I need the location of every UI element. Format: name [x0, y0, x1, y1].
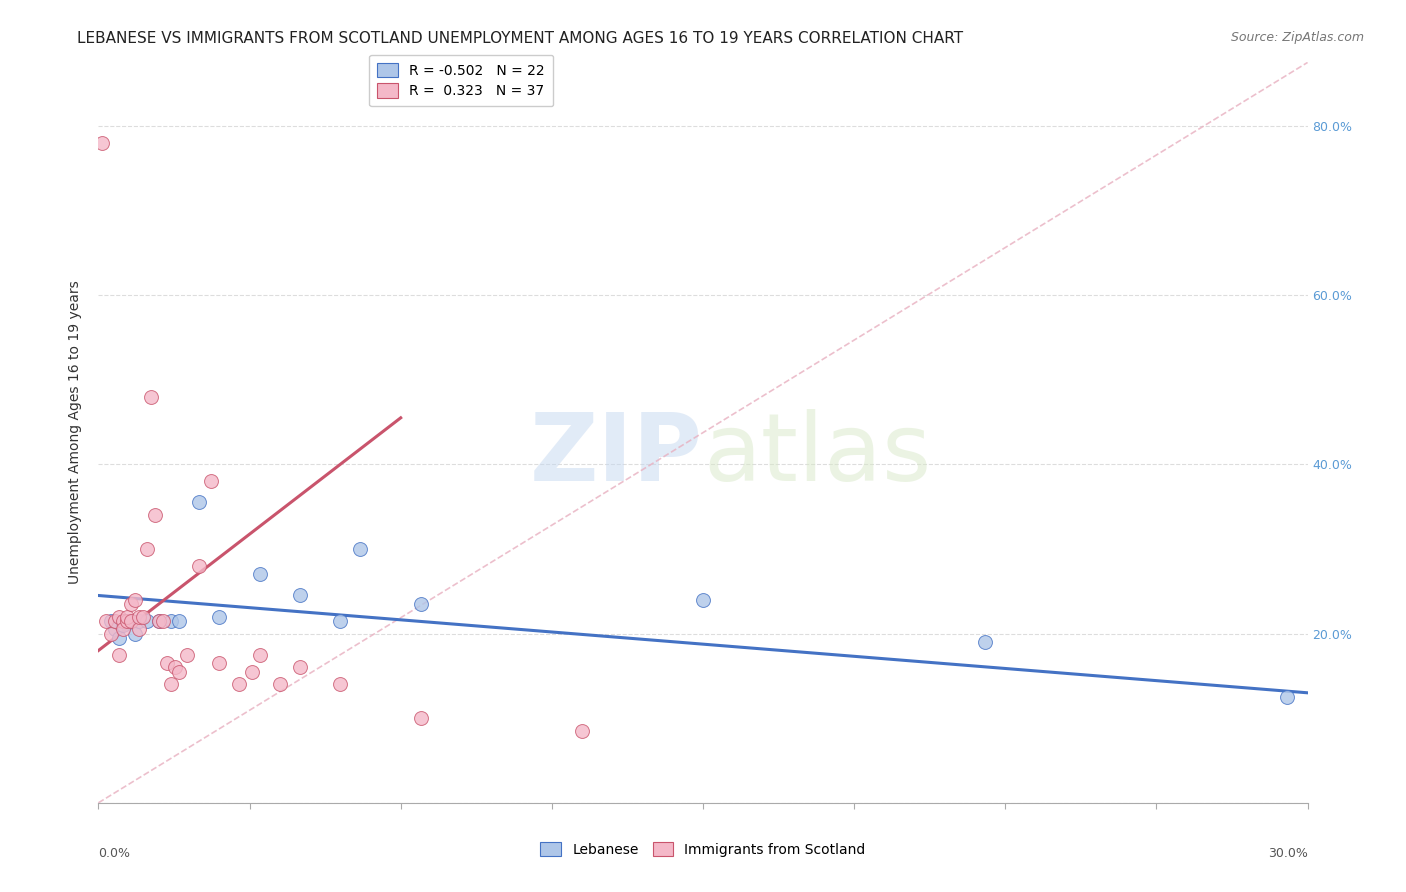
- Point: [115, 609, 138, 624]
- Point: [115, 614, 138, 628]
- Point: [120, 597, 142, 611]
- Point: [288, 589, 311, 603]
- Point: [111, 623, 134, 637]
- Point: [124, 592, 146, 607]
- Point: [249, 648, 271, 662]
- Point: [163, 660, 186, 674]
- Point: [152, 614, 174, 628]
- Text: Source: ZipAtlas.com: Source: ZipAtlas.com: [1230, 31, 1364, 45]
- Point: [128, 614, 150, 628]
- Point: [96, 614, 118, 628]
- Point: [208, 609, 231, 624]
- Point: [188, 495, 211, 509]
- Point: [100, 626, 122, 640]
- Point: [176, 648, 198, 662]
- Point: [120, 614, 142, 628]
- Point: [409, 597, 432, 611]
- Point: [349, 541, 371, 556]
- Point: [156, 656, 179, 670]
- Point: [124, 626, 146, 640]
- Y-axis label: Unemployment Among Ages 16 to 19 years: Unemployment Among Ages 16 to 19 years: [69, 281, 83, 584]
- Point: [1277, 690, 1299, 704]
- Point: [107, 631, 129, 645]
- Point: [139, 390, 162, 404]
- Point: [148, 614, 170, 628]
- Point: [188, 558, 211, 573]
- Point: [132, 609, 155, 624]
- Point: [107, 609, 129, 624]
- Point: [111, 614, 134, 628]
- Text: ZIP: ZIP: [530, 409, 703, 500]
- Point: [120, 614, 142, 628]
- Point: [228, 677, 250, 691]
- Point: [107, 648, 129, 662]
- Legend: Lebanese, Immigrants from Scotland: Lebanese, Immigrants from Scotland: [534, 837, 872, 863]
- Point: [200, 475, 222, 489]
- Text: atlas: atlas: [703, 409, 931, 500]
- Point: [974, 635, 997, 649]
- Point: [571, 723, 593, 738]
- Point: [288, 660, 311, 674]
- Point: [103, 623, 125, 637]
- Point: [128, 623, 150, 637]
- Point: [91, 136, 114, 150]
- Point: [692, 592, 714, 607]
- Point: [135, 614, 157, 628]
- Point: [135, 541, 157, 556]
- Point: [167, 614, 190, 628]
- Point: [409, 711, 432, 725]
- Point: [143, 508, 166, 522]
- Point: [103, 614, 125, 628]
- Point: [329, 614, 352, 628]
- Text: 0.0%: 0.0%: [98, 847, 131, 860]
- Point: [329, 677, 352, 691]
- Text: 30.0%: 30.0%: [1268, 847, 1308, 860]
- Point: [240, 665, 263, 679]
- Point: [128, 609, 150, 624]
- Point: [111, 618, 134, 632]
- Point: [208, 656, 231, 670]
- Point: [160, 677, 183, 691]
- Text: LEBANESE VS IMMIGRANTS FROM SCOTLAND UNEMPLOYMENT AMONG AGES 16 TO 19 YEARS CORR: LEBANESE VS IMMIGRANTS FROM SCOTLAND UNE…: [77, 31, 963, 46]
- Point: [167, 665, 190, 679]
- Point: [115, 614, 138, 628]
- Point: [269, 677, 291, 691]
- Point: [160, 614, 183, 628]
- Point: [148, 614, 170, 628]
- Point: [100, 614, 122, 628]
- Point: [249, 567, 271, 582]
